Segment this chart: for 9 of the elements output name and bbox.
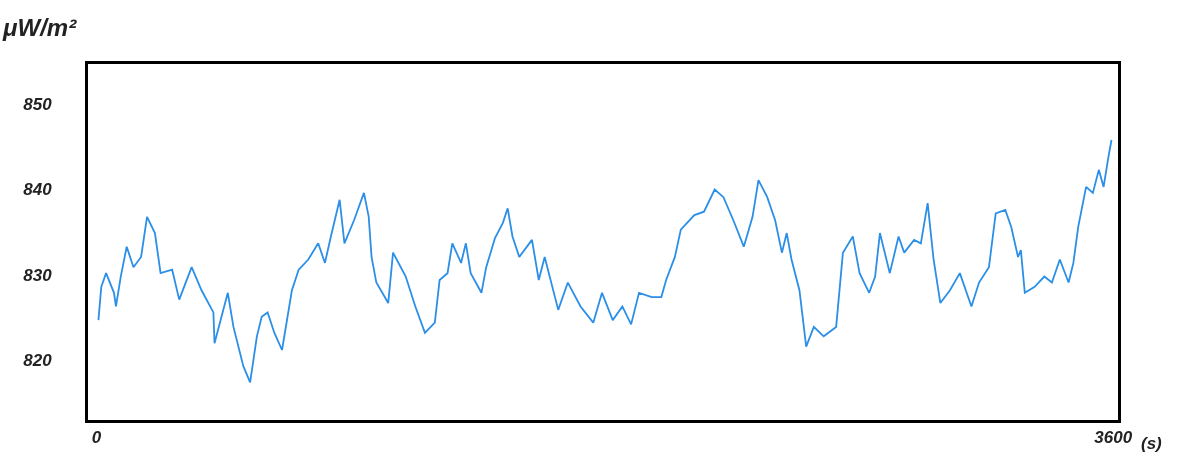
y-tick-label: 830 — [23, 265, 53, 285]
line-series — [97, 139, 1113, 384]
y-tick-label: 840 — [23, 180, 53, 200]
y-tick-label: 850 — [23, 95, 53, 115]
x-tick-label: 0 — [91, 428, 102, 448]
x-tick-label: 3600 — [1094, 428, 1133, 448]
x-axis-title: (s) — [1141, 434, 1163, 453]
y-tick-label: 820 — [23, 351, 53, 371]
y-axis-title: μW/m² — [2, 14, 78, 41]
